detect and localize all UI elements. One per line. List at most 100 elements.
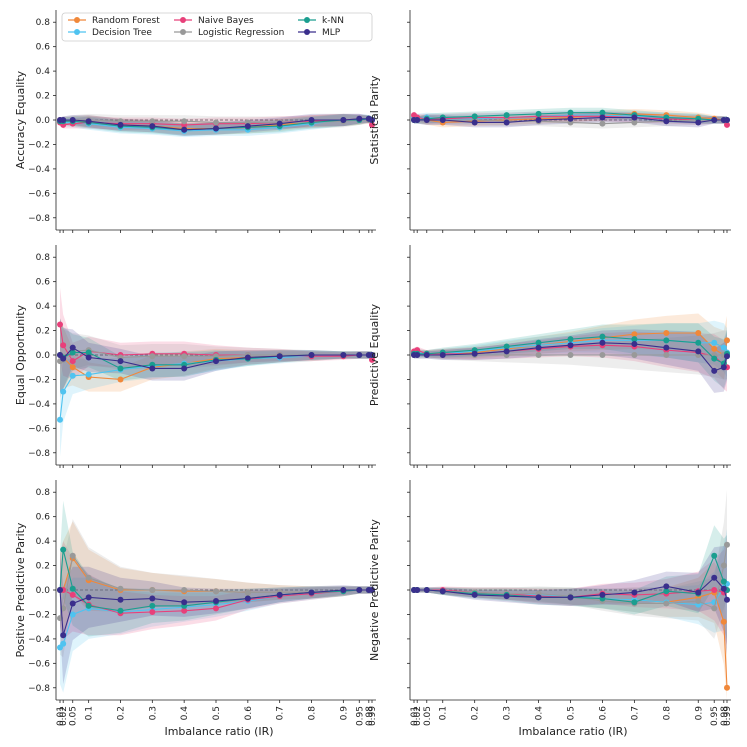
data-point	[181, 365, 188, 372]
data-point	[503, 119, 510, 126]
x-tick-label: 0.95	[355, 706, 365, 726]
data-point	[117, 596, 124, 603]
data-point	[340, 587, 347, 593]
y-axis-title: Positive Predictive Parity	[14, 522, 27, 657]
data-point	[213, 119, 219, 126]
data-point	[149, 365, 156, 372]
data-point	[69, 117, 76, 123]
data-point	[423, 587, 430, 593]
panel-6: 0.010.02 0.05 0.1 0.2 0.3 0.4 0.5 0.6 0.7 0.8 0.9 0…	[368, 480, 733, 726]
data-point	[503, 112, 510, 119]
data-point	[567, 342, 574, 349]
data-point	[720, 364, 727, 371]
legend-marker	[304, 29, 310, 35]
legend-marker	[74, 29, 80, 35]
y-axis-title: Predictive Equality	[368, 303, 381, 406]
data-point	[308, 117, 315, 123]
y-tick-label: 0.6	[36, 43, 51, 53]
x-tick-label: 0.3	[148, 706, 158, 720]
data-point	[599, 339, 606, 346]
data-point	[149, 587, 156, 593]
data-point	[356, 115, 363, 122]
x-tick-label: 0.99	[368, 706, 378, 726]
data-point	[149, 609, 156, 615]
data-point	[599, 114, 606, 121]
y-tick-label: −0.2	[28, 375, 50, 385]
data-point	[60, 342, 67, 349]
confidence-band	[60, 521, 372, 639]
x-axis-title-right: Imbalance ratio (IR)	[518, 725, 627, 738]
data-point	[369, 117, 375, 123]
data-point	[69, 611, 76, 618]
data-point	[631, 352, 638, 358]
data-point	[695, 339, 702, 346]
data-point	[599, 352, 606, 358]
data-point	[720, 562, 727, 569]
y-tick-label: 0.4	[36, 537, 51, 547]
data-point	[599, 591, 606, 598]
data-point	[631, 599, 638, 606]
data-point	[720, 344, 727, 351]
data-point	[369, 121, 375, 128]
x-tick-label: 0.4	[535, 706, 545, 721]
data-point	[276, 353, 283, 360]
legend-label: Naive Bayes	[198, 16, 254, 26]
panel-2: Statistical Parity	[368, 10, 731, 233]
x-tick-label: 0.3	[503, 706, 513, 720]
data-point	[720, 618, 727, 625]
data-point	[439, 588, 446, 595]
data-point	[85, 594, 92, 601]
x-tick-label: 0.2	[471, 706, 481, 720]
x-tick-label: 0.98	[720, 706, 730, 726]
data-point	[711, 574, 718, 581]
data-point	[439, 117, 446, 123]
y-tick-label: −0.4	[28, 165, 50, 175]
data-point	[244, 589, 251, 596]
data-point	[149, 123, 156, 130]
x-tick-label: 0.7	[276, 706, 286, 720]
data-point	[720, 585, 727, 592]
y-axis-title: Accuracy Equality	[14, 70, 27, 169]
data-point	[117, 376, 124, 383]
data-point	[85, 349, 92, 356]
data-point	[535, 339, 542, 346]
y-tick-label: −0.8	[28, 214, 50, 224]
x-tick-label: 0.9	[339, 706, 349, 721]
data-point	[69, 358, 76, 365]
data-point	[695, 119, 702, 126]
data-point	[663, 330, 670, 336]
confidence-band	[414, 561, 727, 700]
y-tick-label: −0.6	[28, 659, 50, 669]
data-point	[149, 118, 156, 125]
data-point	[695, 589, 702, 596]
data-point	[340, 352, 347, 358]
data-point	[631, 341, 638, 347]
data-point	[57, 587, 63, 593]
data-point	[535, 594, 542, 601]
data-point	[414, 587, 421, 593]
data-point	[414, 117, 421, 123]
x-tick-label: 0.7	[630, 706, 640, 720]
data-point	[57, 321, 63, 328]
y-tick-label: 0.8	[36, 488, 51, 498]
data-point	[724, 117, 730, 123]
data-point	[724, 353, 730, 360]
y-tick-label: −0.8	[28, 449, 50, 459]
y-tick-label: 0.0	[36, 586, 51, 596]
y-tick-label: 0.0	[36, 351, 51, 361]
data-point	[724, 596, 730, 603]
data-point	[439, 352, 446, 358]
y-tick-label: 0.2	[36, 562, 50, 572]
data-point	[631, 119, 638, 126]
x-tick-label: 0.01	[410, 706, 420, 726]
data-point	[695, 330, 702, 336]
data-point	[724, 337, 730, 344]
x-tick-label: 0.1	[85, 706, 95, 720]
y-tick-label: 0.6	[36, 278, 51, 288]
y-axis-title: Equal Opportunity	[14, 304, 27, 405]
legend-marker	[180, 17, 186, 23]
y-tick-label: −0.2	[28, 610, 50, 620]
legend-marker	[74, 17, 80, 23]
data-point	[711, 345, 718, 352]
data-point	[711, 367, 718, 374]
